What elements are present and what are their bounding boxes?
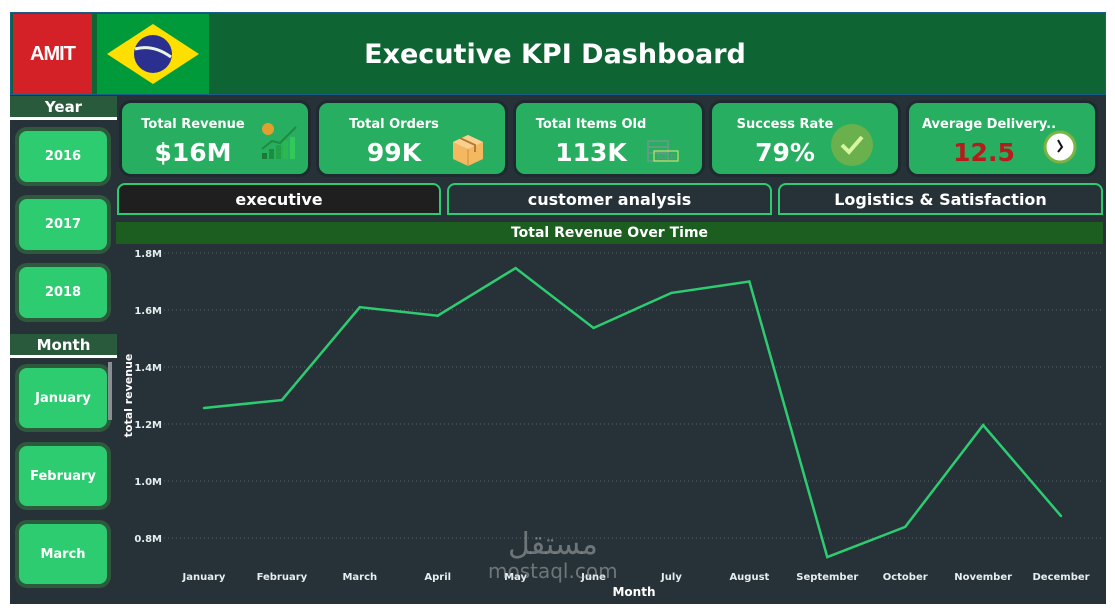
data-point bbox=[826, 555, 829, 559]
chart-title: Total Revenue Over Time bbox=[116, 222, 1103, 244]
revenue-growth-icon bbox=[261, 123, 297, 159]
y-axis-title: total revenue bbox=[122, 354, 135, 438]
x-tick-label: March bbox=[342, 572, 377, 583]
kpi-value: 113K bbox=[555, 138, 627, 167]
watermark-latin: mostaql.com bbox=[488, 559, 618, 583]
x-tick-label: October bbox=[883, 572, 928, 583]
revenue-series-line bbox=[203, 266, 1062, 559]
month-option-february[interactable]: February bbox=[15, 442, 111, 510]
x-tick-label: August bbox=[729, 572, 769, 583]
y-tick-label: 1.8M bbox=[134, 249, 162, 260]
y-tick-label: 0.8M bbox=[134, 534, 162, 545]
checkmark-icon bbox=[831, 124, 873, 166]
kpi-card-total-orders: Total Orders 99K bbox=[316, 100, 508, 177]
tab-executive[interactable]: executive bbox=[117, 183, 441, 215]
data-point bbox=[592, 326, 595, 330]
data-point bbox=[514, 266, 517, 270]
kpi-value: 79% bbox=[755, 138, 815, 167]
year-filter-header: Year bbox=[10, 96, 117, 120]
data-point bbox=[358, 305, 361, 309]
x-axis-title: Month bbox=[612, 585, 655, 599]
data-point bbox=[670, 291, 673, 295]
amit-logo: AMIT bbox=[13, 14, 92, 94]
kpi-card-total-items-sold: Total Items Old 113K SOLD bbox=[513, 100, 705, 177]
y-tick-label: 1.2M bbox=[134, 420, 162, 431]
year-option-2016[interactable]: 2016 bbox=[15, 127, 111, 186]
watermark-arabic: مستقل bbox=[508, 527, 598, 562]
data-point bbox=[904, 525, 907, 529]
data-point bbox=[202, 406, 206, 410]
kpi-label: Total Items Old bbox=[535, 117, 647, 132]
month-option-january[interactable]: January bbox=[15, 364, 111, 432]
kpi-card-total-revenue: Total Revenue $16M bbox=[119, 100, 311, 177]
data-point bbox=[981, 423, 985, 427]
svg-text:SOLD: SOLD bbox=[656, 153, 675, 161]
clock-icon bbox=[1043, 130, 1077, 164]
x-tick-label: September bbox=[796, 572, 858, 583]
x-tick-label: April bbox=[424, 572, 451, 583]
kpi-value: $16M bbox=[154, 138, 232, 167]
year-option-2018[interactable]: 2018 bbox=[15, 263, 111, 322]
kpi-value: 12.5 bbox=[953, 138, 1015, 167]
x-tick-label: July bbox=[660, 572, 682, 583]
x-tick-label: May bbox=[504, 572, 527, 583]
tab-customer-analysis[interactable]: customer analysis bbox=[447, 183, 772, 215]
month-filter-header: Month bbox=[10, 334, 117, 358]
data-point bbox=[280, 398, 284, 402]
year-option-2017[interactable]: 2017 bbox=[15, 195, 111, 254]
y-tick-label: 1.0M bbox=[134, 477, 162, 488]
kpi-value: 99K bbox=[366, 138, 422, 167]
data-point bbox=[436, 314, 439, 317]
y-tick-label: 1.4M bbox=[134, 363, 162, 374]
tab-logistics-satisfaction[interactable]: Logistics & Satisfaction bbox=[778, 183, 1103, 215]
kpi-label: Average Delivery.. bbox=[921, 117, 1057, 132]
kpi-card-average-delivery: Average Delivery.. 12.5 bbox=[906, 100, 1098, 177]
month-slicer-scrollbar[interactable] bbox=[108, 362, 112, 420]
y-tick-label: 1.6M bbox=[134, 306, 162, 317]
x-tick-label: February bbox=[257, 572, 308, 583]
kpi-card-success-rate: Success Rate 79% bbox=[709, 100, 901, 177]
page-title: Executive KPI Dashboard bbox=[364, 38, 746, 70]
kpi-label: Total Revenue bbox=[141, 117, 245, 132]
x-tick-label: December bbox=[1032, 572, 1089, 583]
package-box-icon bbox=[453, 135, 483, 166]
data-point bbox=[748, 280, 751, 283]
watermark: مستقل mostaql.com bbox=[488, 527, 618, 583]
x-tick-label: November bbox=[954, 572, 1012, 583]
data-point bbox=[1059, 514, 1063, 518]
x-tick-label: June bbox=[580, 572, 606, 583]
kpi-label: Success Rate bbox=[736, 117, 834, 132]
month-option-march[interactable]: March bbox=[15, 520, 111, 588]
x-tick-label: January bbox=[182, 572, 226, 583]
sold-shop-icon: SOLD bbox=[647, 140, 679, 162]
revenue-line-chart: 0.8M 1.0M 1.2M 1.4M 1.6M 1.8M January February M… bbox=[122, 249, 1101, 599]
brazil-flag-icon bbox=[97, 14, 209, 94]
kpi-label: Total Orders bbox=[349, 117, 439, 132]
